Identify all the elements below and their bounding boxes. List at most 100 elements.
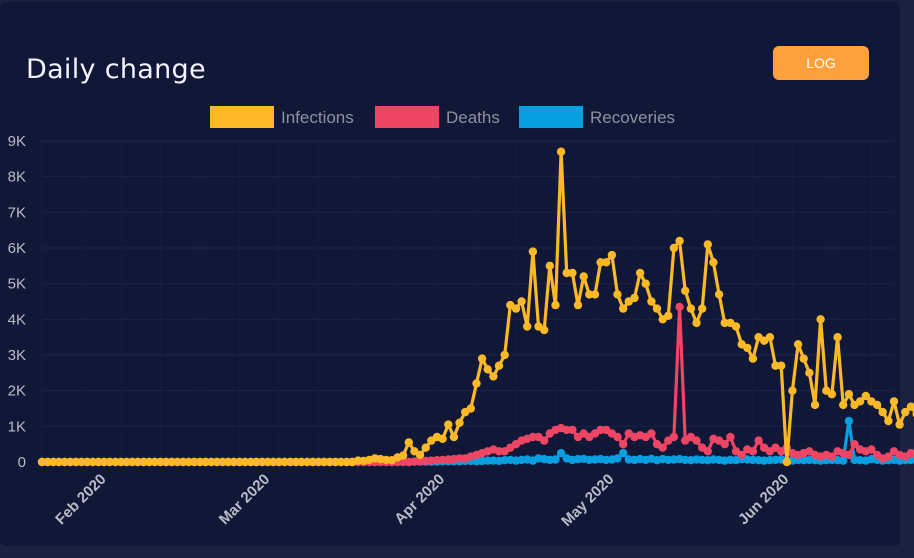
infections-point <box>477 354 487 363</box>
deaths-point <box>568 425 577 435</box>
infections-point <box>590 290 600 299</box>
infections-point <box>692 318 701 328</box>
infections-line <box>42 150 914 464</box>
x-tick-label: Apr 2020 <box>391 471 448 528</box>
infections-point <box>788 386 797 395</box>
legend-label-recoveries: Recoveries <box>590 108 675 127</box>
infections-point <box>573 300 583 310</box>
deaths-point <box>726 432 735 442</box>
infections-point <box>782 457 791 467</box>
infections-point <box>703 240 712 249</box>
infections-point <box>731 322 741 331</box>
y-axis: 0 1K 2K 3K 4K 5K 6K 7K 8K 9K <box>8 133 26 471</box>
x-tick-label: Mar 2020 <box>216 471 273 528</box>
infections-point <box>489 372 498 381</box>
infections-point <box>511 304 521 313</box>
page-title: Daily change <box>26 54 206 85</box>
x-axis: Feb 2020 Mar 2020 Apr 2020 May 2020 Jun 2020 <box>52 471 792 530</box>
infections-point <box>669 243 679 253</box>
infections-point <box>602 258 611 267</box>
x-tick-label: Feb 2020 <box>52 471 109 528</box>
infections-point <box>698 304 707 313</box>
deaths-point <box>884 452 893 461</box>
infections-point <box>607 250 617 260</box>
infections-point <box>743 343 752 353</box>
infections-point <box>810 400 820 410</box>
infections-point <box>805 368 814 377</box>
deaths-point <box>669 432 679 442</box>
deaths-point <box>720 440 729 449</box>
infections-point <box>765 333 775 342</box>
recoveries-point <box>551 455 560 464</box>
x-tick-label: May 2020 <box>558 471 617 530</box>
infections-point <box>545 261 554 270</box>
infections-point <box>540 325 549 335</box>
infections-point <box>878 407 887 417</box>
infections-point <box>398 451 408 460</box>
y-tick-label: 0 <box>18 454 26 471</box>
legend-item-infections: Infections <box>210 106 354 128</box>
deaths-point <box>647 429 656 438</box>
infections-point <box>681 286 690 295</box>
log-scale-button[interactable]: LOG <box>773 46 869 80</box>
y-tick-label: 3K <box>8 347 26 364</box>
deaths-point <box>675 302 684 312</box>
infections-point <box>472 379 481 388</box>
series-infections <box>37 147 914 467</box>
infections-point <box>872 400 882 410</box>
infections-point <box>635 268 645 278</box>
infections-point <box>714 290 724 299</box>
infections-point <box>523 322 532 331</box>
infections-point <box>889 397 899 406</box>
infections-point <box>901 407 910 417</box>
legend-swatch-deaths <box>375 106 439 128</box>
deaths-point <box>748 447 758 456</box>
infections-point <box>556 147 566 156</box>
y-tick-label: 9K <box>8 133 26 150</box>
deaths-point <box>658 443 667 452</box>
infections-point <box>444 420 453 429</box>
y-tick-label: 1K <box>8 418 26 435</box>
infections-point <box>855 397 865 406</box>
infections-point <box>551 300 560 310</box>
y-tick-label: 7K <box>8 204 26 221</box>
infections-point <box>793 340 803 349</box>
deaths-point <box>844 450 854 460</box>
recoveries-point <box>839 456 848 465</box>
recoveries-point <box>844 416 854 426</box>
legend-label-deaths: Deaths <box>446 108 500 127</box>
infections-point <box>709 258 718 267</box>
y-tick-label: 6K <box>8 240 26 257</box>
infections-point <box>415 450 425 460</box>
infections-point <box>664 311 673 320</box>
infections-point <box>528 247 538 256</box>
infections-point <box>438 434 447 443</box>
legend-item-recoveries: Recoveries <box>519 106 675 128</box>
deaths-point <box>540 436 549 445</box>
recoveries-point <box>619 448 628 458</box>
recoveries-point <box>556 448 566 458</box>
infections-point <box>833 333 842 342</box>
deaths-point <box>619 440 628 449</box>
infections-point <box>839 400 848 410</box>
infections-point <box>466 404 475 413</box>
legend-swatch-recoveries <box>519 106 583 128</box>
infections-point <box>748 354 758 363</box>
infections-point <box>494 361 504 370</box>
y-tick-label: 2K <box>8 383 26 400</box>
infections-point <box>686 304 696 313</box>
infections-point <box>517 297 526 306</box>
infections-point <box>455 418 464 427</box>
infections-point <box>844 390 854 399</box>
infections-point <box>861 391 870 401</box>
infections-point <box>619 304 628 313</box>
infections-point <box>500 350 509 360</box>
series-layer <box>37 147 914 467</box>
deaths-point <box>692 436 701 445</box>
deaths-point <box>906 448 914 458</box>
recoveries-point <box>613 454 622 463</box>
infections-point <box>404 438 413 447</box>
infections-point <box>630 293 639 303</box>
chart-card <box>0 2 900 546</box>
